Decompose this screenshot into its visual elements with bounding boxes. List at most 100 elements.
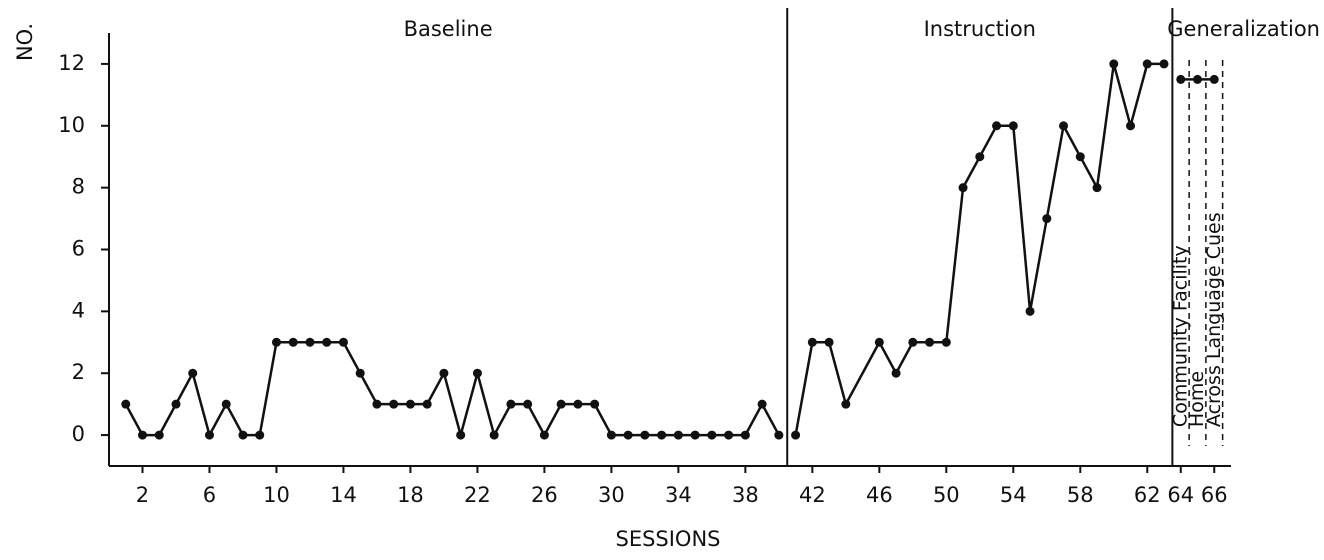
y-axis-label: NO. [13, 23, 37, 61]
y-tick-label: 2 [72, 360, 85, 384]
data-point [1209, 74, 1219, 84]
x-tick-label: 42 [799, 483, 826, 507]
data-point [456, 430, 466, 440]
data-point [623, 430, 633, 440]
data-point [1092, 183, 1102, 193]
data-point [188, 368, 198, 378]
data-point [1075, 152, 1085, 162]
y-tick-label: 8 [72, 175, 85, 199]
data-point [221, 399, 231, 409]
data-point [1159, 59, 1169, 69]
x-tick-label: 2 [136, 483, 149, 507]
data-point [640, 430, 650, 440]
data-point [925, 337, 935, 347]
data-point [322, 337, 332, 347]
data-point [908, 337, 918, 347]
data-point [556, 399, 566, 409]
data-point [355, 368, 365, 378]
data-point [171, 399, 181, 409]
data-point [707, 430, 717, 440]
data-point [372, 399, 382, 409]
data-point [673, 430, 683, 440]
data-point [807, 337, 817, 347]
y-tick-label: 6 [72, 237, 85, 261]
data-point [657, 430, 667, 440]
phase-label: Instruction [924, 17, 1036, 41]
data-point [506, 399, 516, 409]
data-point [305, 337, 315, 347]
series-line [794, 62, 1165, 436]
data-point [992, 121, 1002, 131]
x-tick-label: 18 [397, 483, 424, 507]
x-tick-label: 58 [1067, 483, 1094, 507]
data-point [824, 337, 834, 347]
y-tick-label: 12 [58, 51, 85, 75]
x-tick-label: 38 [732, 483, 759, 507]
data-point [121, 399, 131, 409]
data-point [389, 399, 399, 409]
data-point [539, 430, 549, 440]
data-point [422, 399, 432, 409]
y-tick-label: 4 [72, 298, 85, 322]
x-tick-label: 50 [933, 483, 960, 507]
data-point [791, 430, 801, 440]
x-tick-label: 34 [665, 483, 692, 507]
data-point [740, 430, 750, 440]
data-point [724, 430, 734, 440]
data-point [1176, 74, 1186, 84]
x-tick-label: 10 [263, 483, 290, 507]
data-point [472, 368, 482, 378]
data-point [958, 183, 968, 193]
phase-label: Baseline [404, 17, 493, 41]
data-point [975, 152, 985, 162]
data-point [1193, 74, 1203, 84]
series-line [124, 341, 780, 440]
data-point [774, 430, 784, 440]
data-point [590, 399, 600, 409]
data-point [1126, 121, 1136, 131]
data-point [439, 368, 449, 378]
x-tick-label: 62 [1134, 483, 1161, 507]
data-point [1042, 214, 1052, 224]
data-point [573, 399, 583, 409]
condition-label: Across Language Cues [1203, 212, 1225, 427]
data-point [238, 430, 248, 440]
data-point [874, 337, 884, 347]
data-point [891, 368, 901, 378]
data-point [941, 337, 951, 347]
data-point [690, 430, 700, 440]
x-tick-label: 46 [866, 483, 893, 507]
phase-label: Generalization [1167, 17, 1320, 41]
data-point [523, 399, 533, 409]
condition-label: Home [1186, 371, 1208, 427]
condition-label: Community Facility [1169, 245, 1191, 427]
data-point [137, 430, 147, 440]
data-point [1025, 306, 1035, 316]
data-point [841, 399, 851, 409]
x-axis-label: SESSIONS [615, 527, 720, 551]
x-tick-label: 54 [1000, 483, 1027, 507]
data-point [338, 337, 348, 347]
x-tick-label: 64 [1167, 483, 1194, 507]
x-tick-label: 30 [598, 483, 625, 507]
data-point [405, 399, 415, 409]
y-tick-label: 10 [58, 113, 85, 137]
data-point [255, 430, 265, 440]
data-point [1109, 59, 1119, 69]
x-tick-label: 26 [531, 483, 558, 507]
data-point [1142, 59, 1152, 69]
x-tick-label: 66 [1201, 483, 1228, 507]
x-tick-label: 6 [203, 483, 216, 507]
data-point [1008, 121, 1018, 131]
data-point [271, 337, 281, 347]
data-point [288, 337, 298, 347]
data-point [204, 430, 214, 440]
data-point [1059, 121, 1069, 131]
data-point [489, 430, 499, 440]
data-point [757, 399, 767, 409]
x-tick-label: 14 [330, 483, 357, 507]
data-point [606, 430, 616, 440]
x-tick-label: 22 [464, 483, 491, 507]
y-tick-label: 0 [72, 422, 85, 446]
